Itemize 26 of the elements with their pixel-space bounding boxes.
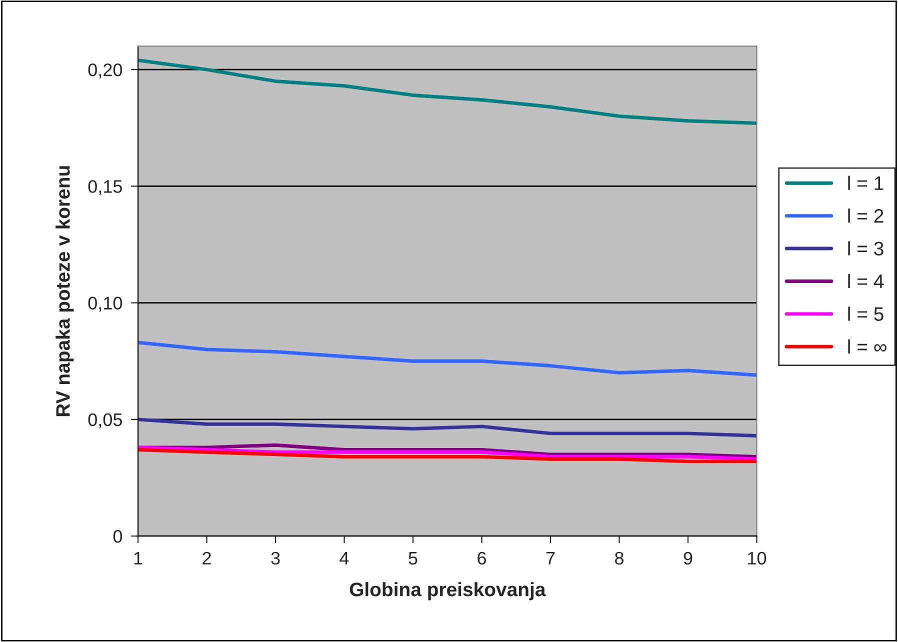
x-tick-label: 6 bbox=[478, 552, 486, 565]
y-tick-label: 0,20 bbox=[88, 63, 122, 78]
y-tick-label: 0,10 bbox=[88, 296, 122, 312]
legend-label: l = ∞ bbox=[848, 339, 886, 354]
legend-label: l = 3 bbox=[848, 241, 884, 256]
x-tick-label: 8 bbox=[615, 552, 624, 565]
line-series bbox=[138, 418, 757, 438]
legend-label: l = 1 bbox=[848, 176, 884, 190]
x-tick-label: 5 bbox=[408, 552, 418, 565]
line-series bbox=[138, 58, 757, 125]
x-tick-label: 7 bbox=[546, 552, 555, 564]
y-tick-label: 0,05 bbox=[88, 413, 122, 428]
x-tick-label: 10 bbox=[748, 552, 766, 565]
x-tick-label: 4 bbox=[340, 552, 349, 564]
x-axis-title: Globina preiskovanja bbox=[350, 582, 546, 600]
legend-label: l = 2 bbox=[848, 208, 884, 223]
line-series bbox=[138, 340, 757, 377]
x-tick-label: 2 bbox=[202, 552, 211, 564]
y-axis-title: RV napaka poteze v korenu bbox=[56, 166, 74, 416]
x-tick-label: 3 bbox=[271, 552, 280, 565]
x-tick-label: 9 bbox=[684, 552, 692, 565]
y-tick-label: 0 bbox=[113, 530, 122, 543]
legend-label: l = 4 bbox=[848, 274, 884, 288]
x-tick-label: 1 bbox=[134, 552, 142, 564]
y-tick-label: 0,15 bbox=[88, 180, 122, 196]
legend-label: l = 5 bbox=[848, 306, 884, 321]
